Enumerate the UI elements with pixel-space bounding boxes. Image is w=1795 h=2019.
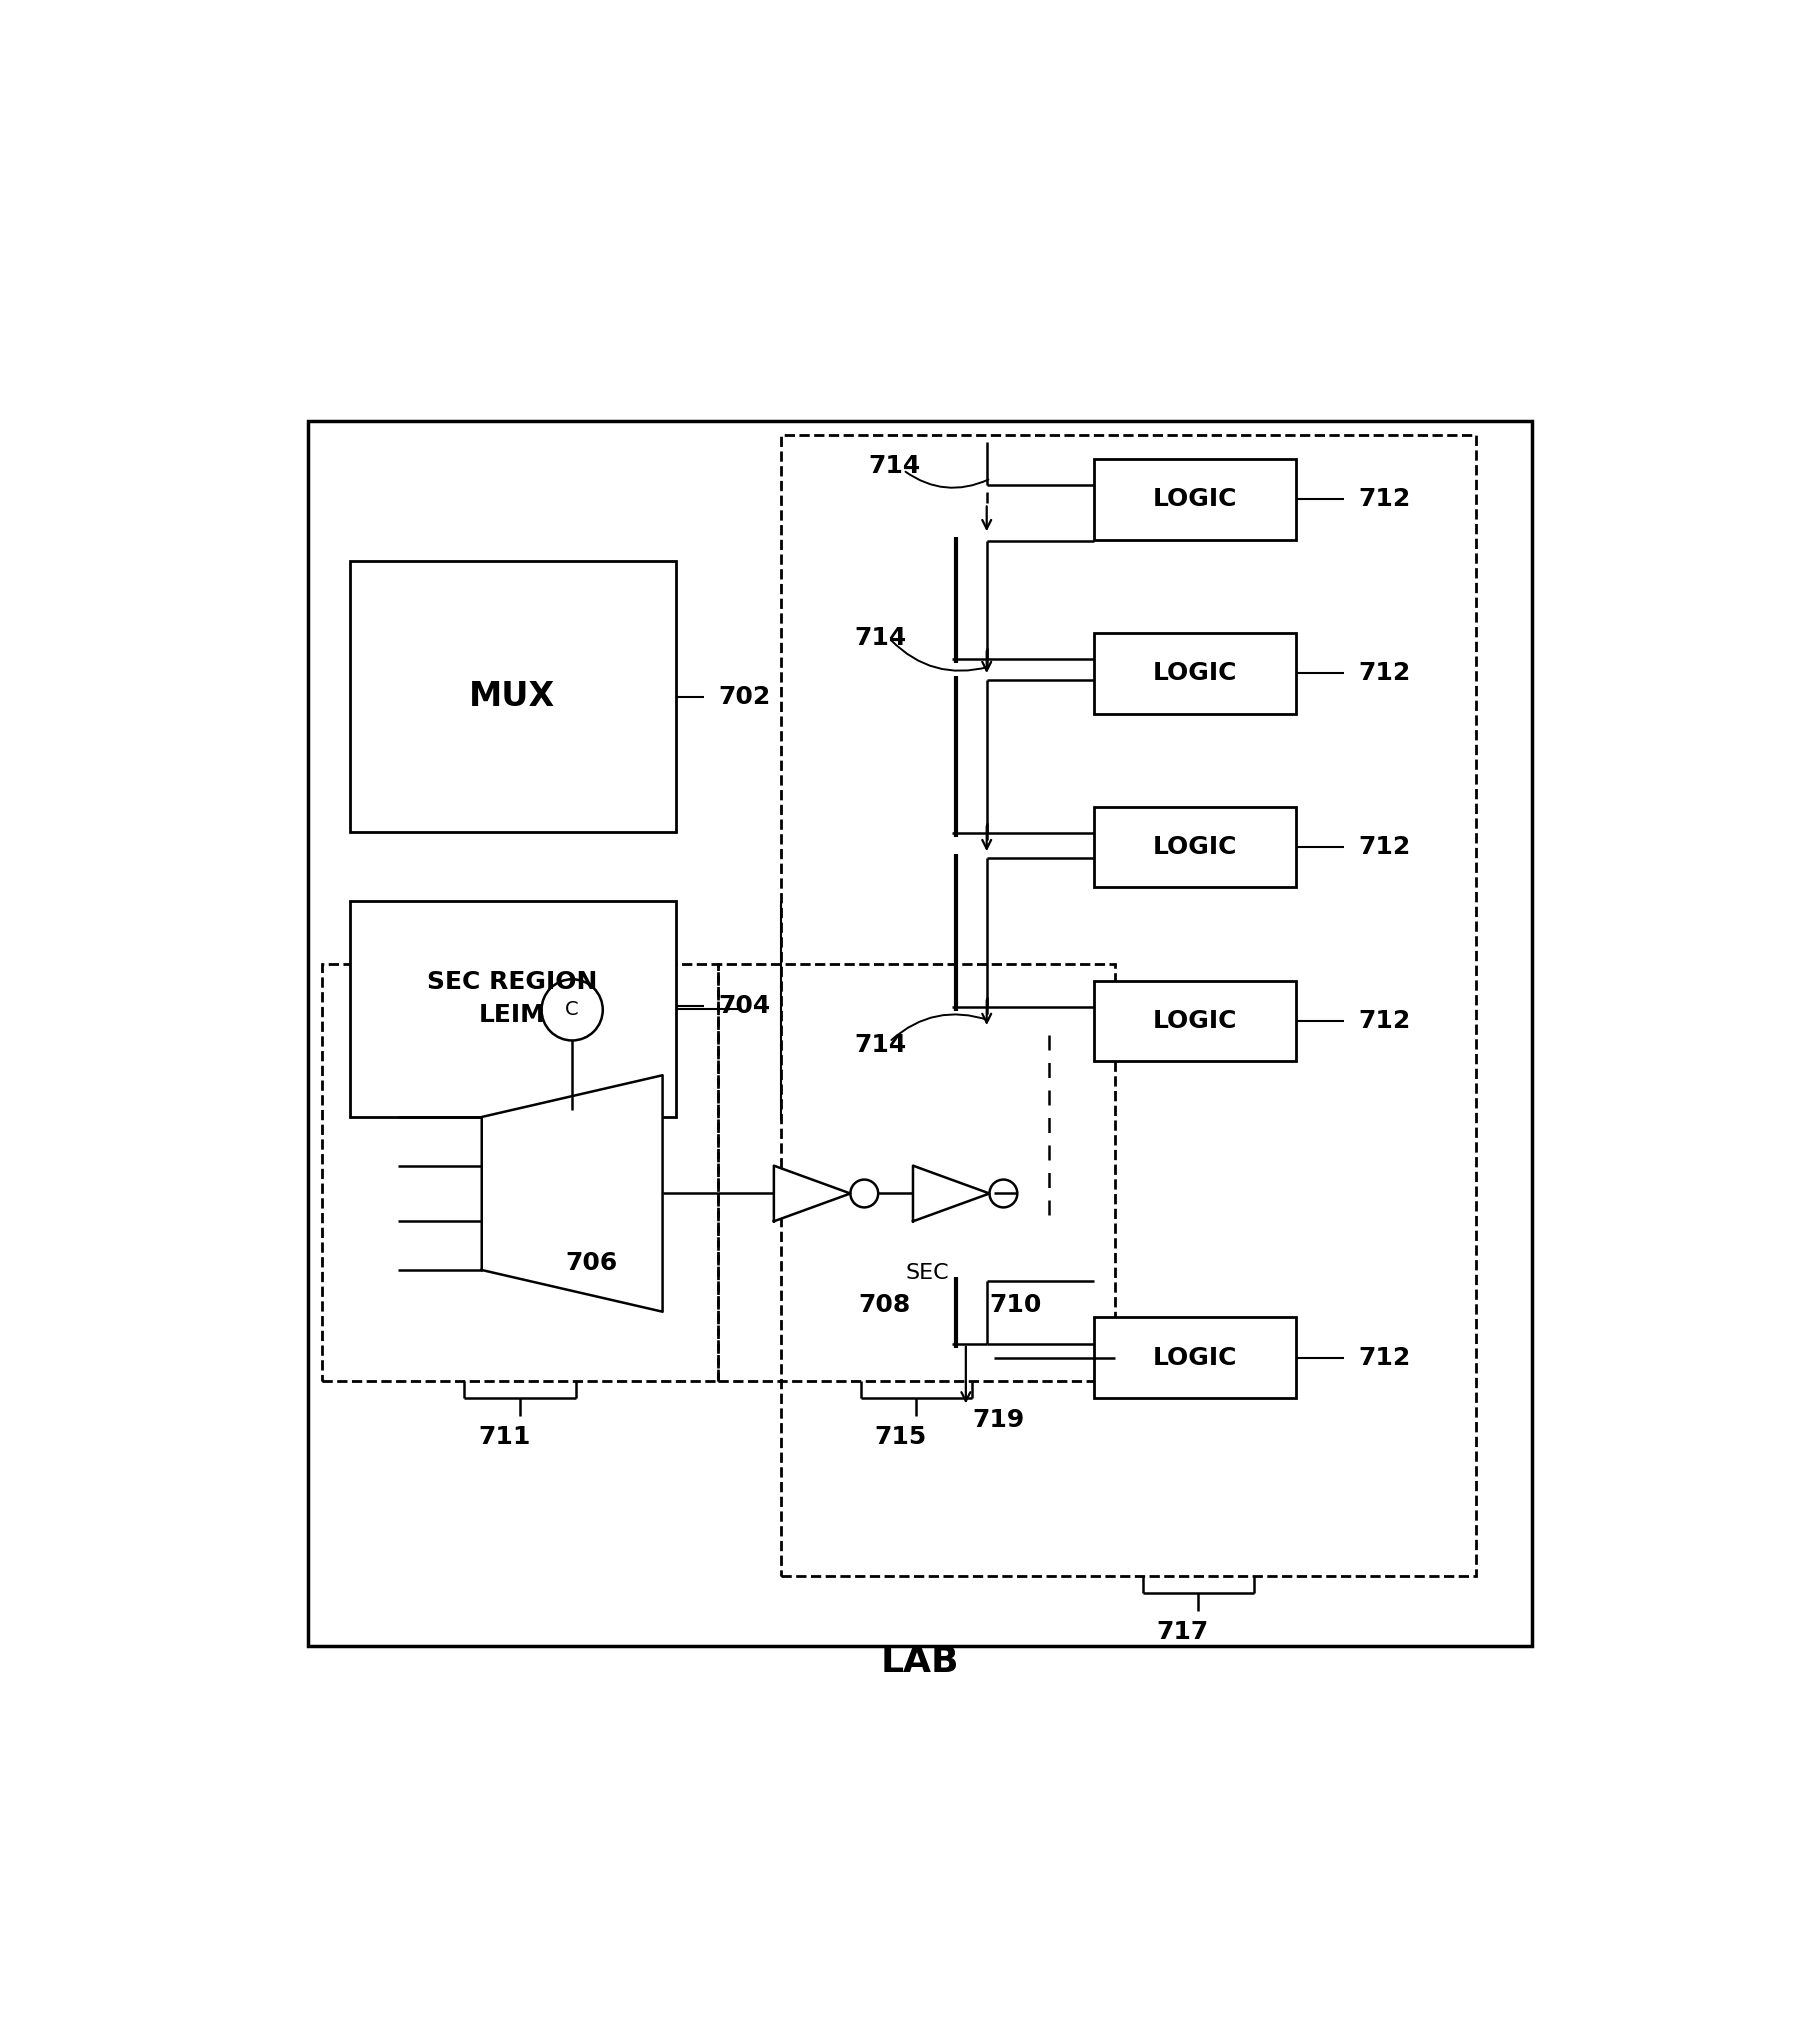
- Text: 708: 708: [858, 1292, 912, 1316]
- Polygon shape: [481, 1076, 662, 1312]
- Text: 714: 714: [854, 626, 906, 650]
- Text: MUX: MUX: [468, 680, 555, 713]
- Bar: [1093, 632, 1296, 713]
- Text: 712: 712: [1359, 1345, 1411, 1369]
- Text: 714: 714: [854, 1032, 906, 1056]
- Text: 715: 715: [874, 1425, 926, 1450]
- Text: 712: 712: [1359, 487, 1411, 511]
- Text: LOGIC: LOGIC: [1152, 1010, 1237, 1034]
- Polygon shape: [774, 1165, 851, 1221]
- Text: 717: 717: [1156, 1619, 1208, 1643]
- Bar: [1093, 981, 1296, 1062]
- Bar: [1093, 808, 1296, 888]
- Text: 719: 719: [973, 1407, 1025, 1431]
- Text: 706: 706: [565, 1252, 617, 1276]
- Text: LOGIC: LOGIC: [1152, 836, 1237, 860]
- Bar: [321, 963, 718, 1381]
- Polygon shape: [914, 1165, 989, 1221]
- Text: SEC REGION
LEIM: SEC REGION LEIM: [427, 969, 598, 1028]
- Text: 704: 704: [718, 993, 770, 1018]
- Text: 710: 710: [989, 1292, 1041, 1316]
- Text: LOGIC: LOGIC: [1152, 487, 1237, 511]
- Text: 702: 702: [718, 684, 770, 709]
- Text: SEC: SEC: [905, 1262, 950, 1282]
- Bar: [350, 900, 677, 1117]
- Text: LOGIC: LOGIC: [1152, 660, 1237, 684]
- Text: 712: 712: [1359, 660, 1411, 684]
- Text: 711: 711: [477, 1425, 531, 1450]
- Circle shape: [989, 1179, 1018, 1207]
- Text: 712: 712: [1359, 836, 1411, 860]
- Circle shape: [542, 979, 603, 1040]
- Bar: [350, 561, 677, 832]
- Circle shape: [851, 1179, 878, 1207]
- Text: LAB: LAB: [881, 1645, 959, 1680]
- Text: LOGIC: LOGIC: [1152, 1345, 1237, 1369]
- Bar: [309, 422, 1531, 1645]
- Bar: [718, 963, 1115, 1381]
- Text: 714: 714: [869, 454, 921, 479]
- Text: C: C: [565, 999, 580, 1020]
- Bar: [781, 436, 1475, 1577]
- Bar: [1093, 458, 1296, 539]
- Bar: [1093, 1316, 1296, 1397]
- Text: 712: 712: [1359, 1010, 1411, 1034]
